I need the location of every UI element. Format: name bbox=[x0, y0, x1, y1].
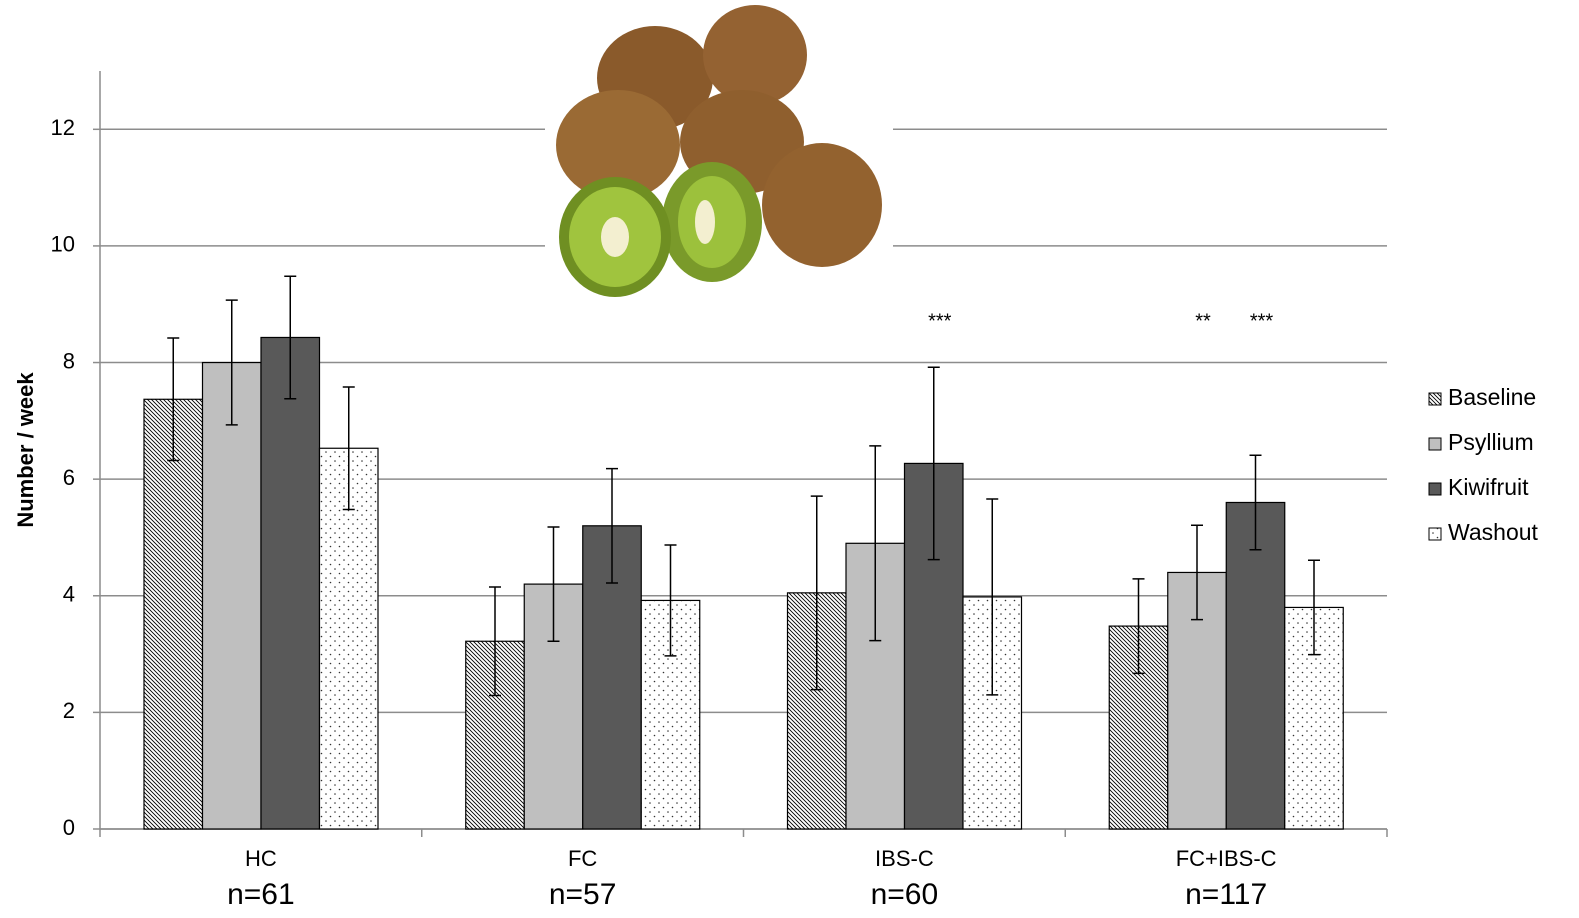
y-tick-label: 6 bbox=[63, 465, 75, 490]
significance-label: *** bbox=[1250, 310, 1274, 332]
legend-swatch bbox=[1428, 392, 1442, 406]
significance-label: *** bbox=[928, 310, 952, 332]
y-tick-label: 0 bbox=[63, 815, 75, 840]
legend-label: Baseline bbox=[1448, 384, 1536, 410]
error-bar bbox=[1191, 524, 1203, 621]
legend-label: Psyllium bbox=[1448, 429, 1534, 455]
sample-size: n=61 bbox=[227, 878, 295, 911]
bar bbox=[1225, 501, 1286, 830]
legend-label: Washout bbox=[1448, 519, 1539, 545]
bar bbox=[201, 361, 262, 830]
error-bar bbox=[342, 386, 355, 511]
y-axis-label: Number / week bbox=[13, 372, 38, 528]
sample-size: n=60 bbox=[871, 878, 939, 911]
x-tick-label: IBS-C bbox=[875, 846, 934, 871]
error-bar bbox=[547, 526, 560, 642]
x-tick-label: HC bbox=[245, 846, 277, 871]
error-bar bbox=[927, 366, 940, 561]
sample-size: n=57 bbox=[549, 878, 617, 911]
error-bar bbox=[284, 275, 297, 400]
y-tick-label: 12 bbox=[51, 115, 75, 140]
error-bar bbox=[489, 586, 501, 697]
y-tick-label: 8 bbox=[63, 348, 75, 373]
error-bar bbox=[606, 467, 618, 584]
significance-label: ** bbox=[1195, 310, 1211, 332]
legend-swatch bbox=[1428, 437, 1442, 451]
bar bbox=[318, 447, 379, 830]
error-bar bbox=[1132, 578, 1145, 675]
error-bar bbox=[810, 495, 823, 691]
y-tick-label: 4 bbox=[63, 582, 75, 607]
error-bar bbox=[1249, 454, 1262, 551]
error-bar bbox=[664, 544, 677, 657]
y-tick-label: 10 bbox=[51, 232, 75, 257]
legend-label: Kiwifruit bbox=[1448, 474, 1529, 500]
legend-swatch bbox=[1428, 482, 1442, 496]
legend-swatch bbox=[1428, 527, 1442, 541]
error-bar bbox=[167, 337, 180, 462]
x-tick-label: FC bbox=[568, 846, 597, 871]
error-bar bbox=[986, 498, 999, 696]
bar bbox=[143, 398, 204, 830]
error-bar bbox=[869, 445, 882, 642]
y-tick-label: 2 bbox=[63, 698, 75, 723]
sample-size: n=117 bbox=[1185, 878, 1267, 911]
error-bar bbox=[1308, 559, 1320, 656]
kiwi-image bbox=[545, 0, 893, 305]
x-tick-label: FC+IBS-C bbox=[1176, 846, 1277, 871]
error-bar bbox=[225, 299, 238, 426]
bar bbox=[260, 336, 321, 830]
